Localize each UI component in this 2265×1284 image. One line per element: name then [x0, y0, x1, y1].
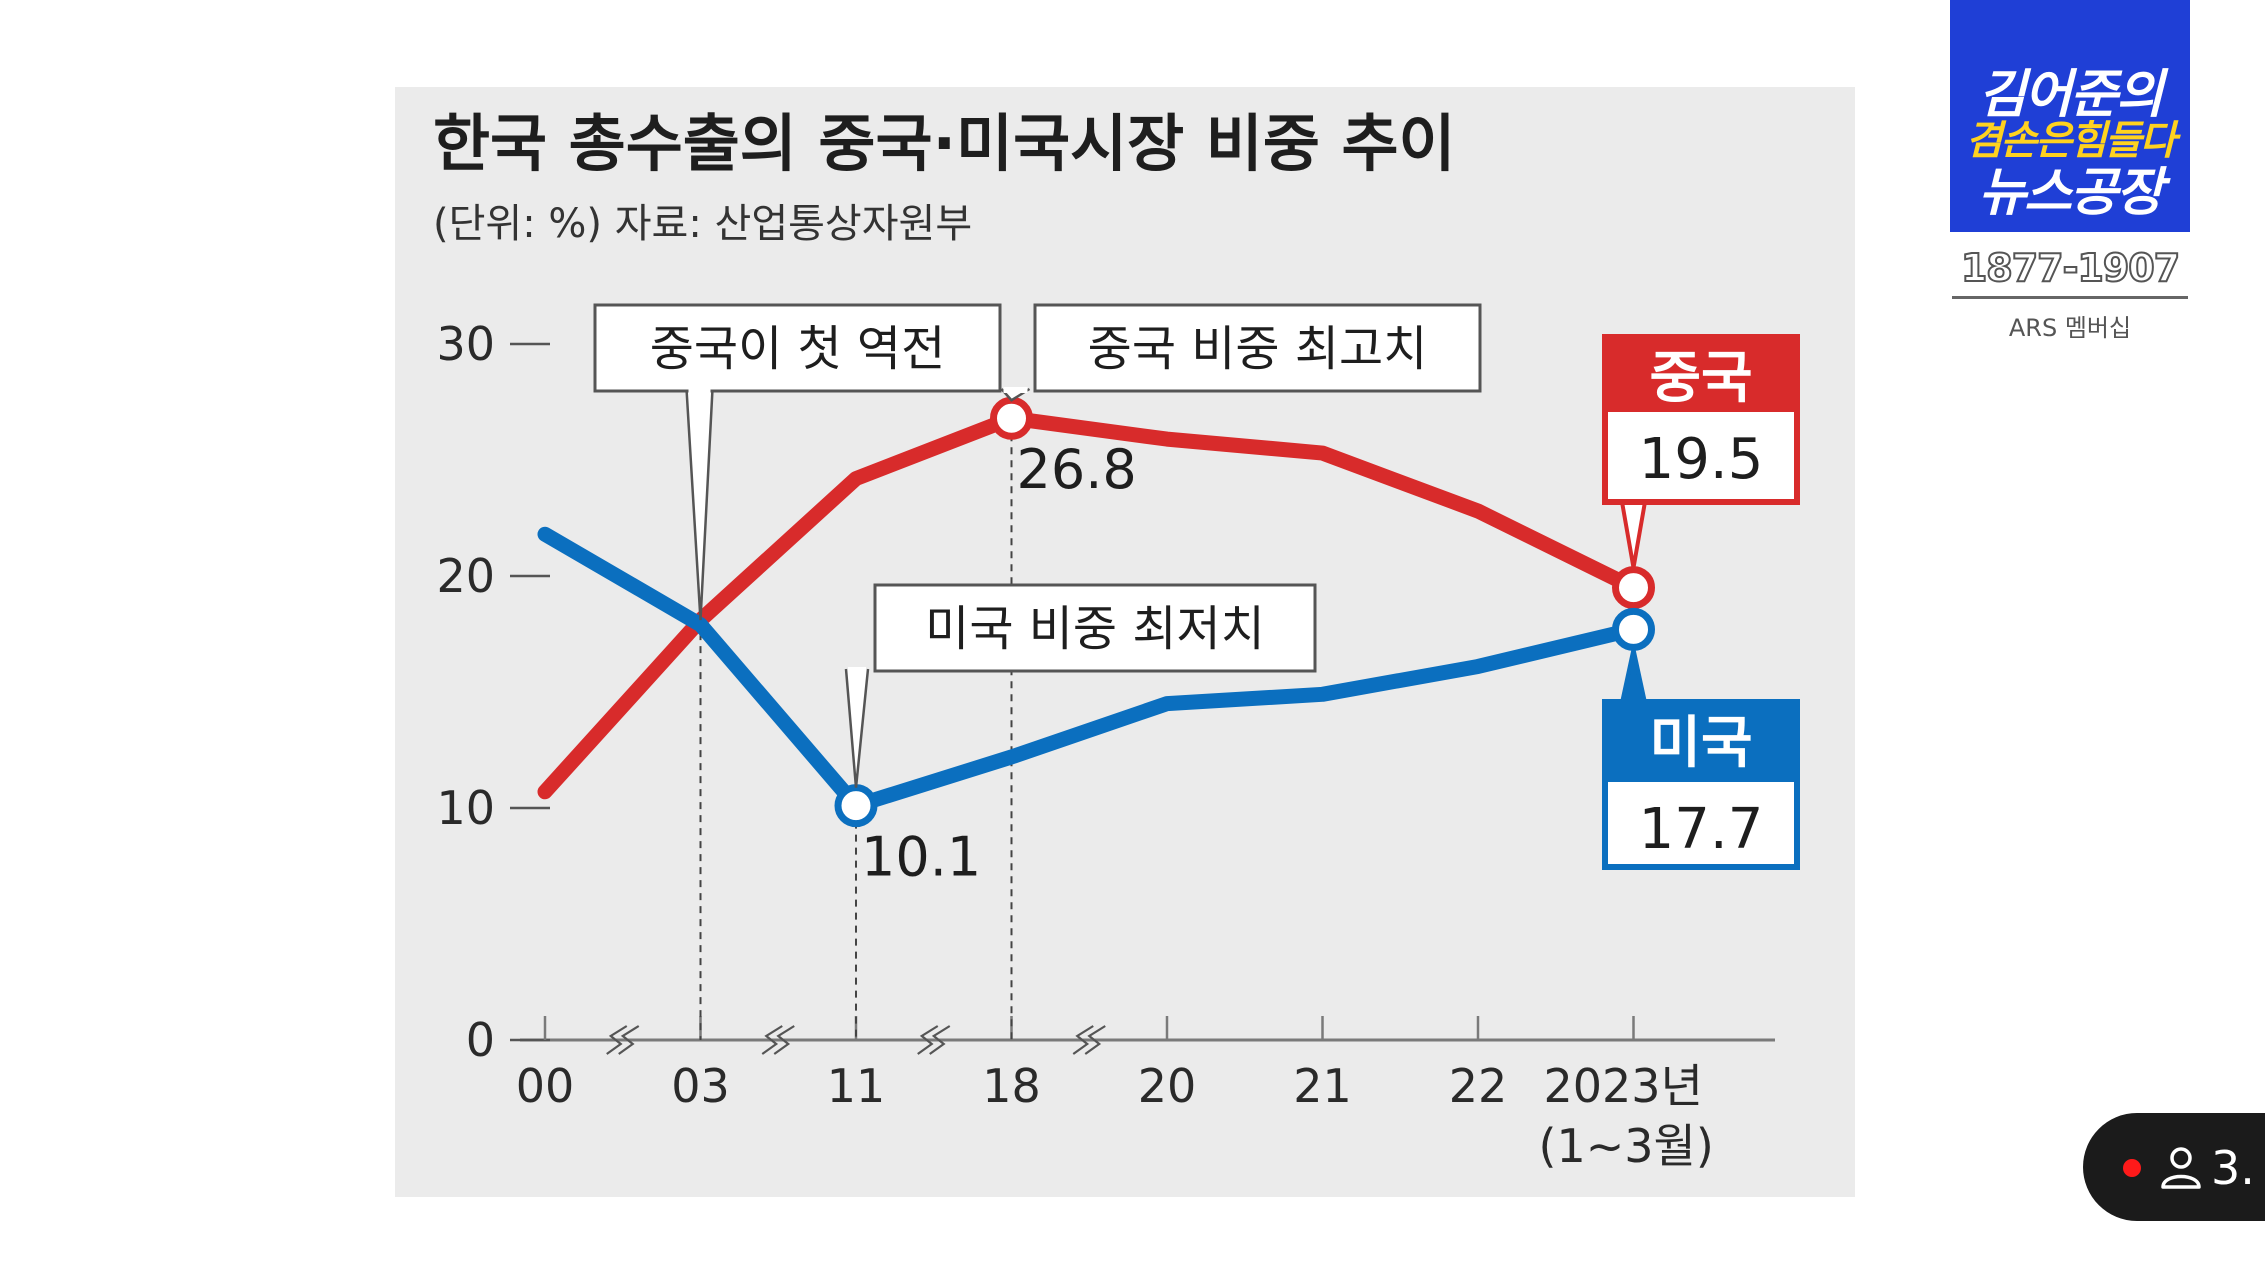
data-point-marker	[1612, 607, 1655, 651]
series-line-usa	[537, 526, 1641, 814]
x-tick-label: 18	[982, 1059, 1041, 1113]
callout-seam	[688, 387, 711, 393]
chart-title: 한국 총수출의 중국·미국시장 비중 추이	[433, 107, 1456, 180]
series-end-badge: 미국 17.7	[1602, 648, 1800, 870]
series-name-label: 미국	[1649, 711, 1752, 776]
axis-break-mark	[1072, 1025, 1094, 1055]
viewer-person-icon	[2161, 1147, 2201, 1189]
callout-text: 중국 비중 최고치	[1088, 321, 1428, 377]
x-tick-label: 00	[516, 1059, 575, 1113]
chart-subtitle: (단위: %) 자료: 산업통상자원부	[433, 201, 972, 247]
logo-line-2: 겸손은힘들다	[1965, 118, 2177, 164]
axis-break-mark	[761, 1025, 783, 1055]
data-label: 10.1	[861, 826, 981, 889]
line-chart: 한국 총수출의 중국·미국시장 비중 추이 (단위: %) 자료: 산업통상자원…	[433, 107, 1800, 1173]
y-tick-label: 10	[436, 781, 495, 835]
badge-pointer	[1619, 648, 1648, 706]
phone-divider	[1952, 296, 2188, 299]
series-name-label: 중국	[1649, 346, 1752, 411]
viewer-count: 3.	[2211, 1141, 2255, 1195]
badge-header	[1605, 702, 1797, 782]
callout: 중국이 첫 역전	[593, 303, 1002, 621]
x-tick-label: 03	[671, 1059, 730, 1113]
live-indicator-icon	[2123, 1159, 2141, 1177]
broadcaster-logo: 김어준의 겸손은힘들다 뉴스공장	[1950, 0, 2190, 232]
axis-break-mark	[618, 1025, 640, 1055]
callout-text: 미국 비중 최저치	[925, 601, 1265, 657]
chart-panel: 한국 총수출의 중국·미국시장 비중 추이 (단위: %) 자료: 산업통상자원…	[395, 87, 1855, 1197]
data-point-marker	[990, 396, 1033, 440]
callout-pointer	[844, 668, 870, 788]
x-tick-label: 2023년	[1544, 1059, 1703, 1113]
callout: 미국 비중 최저치	[844, 583, 1317, 788]
y-tick-label: 30	[436, 317, 495, 371]
x-tick-label: 20	[1138, 1059, 1197, 1113]
callout-seam	[1003, 387, 1028, 393]
live-viewer-pill[interactable]: 3.	[2083, 1113, 2265, 1221]
callout-box	[1033, 303, 1482, 393]
series-end-value: 17.7	[1639, 797, 1764, 862]
badge-pointer	[1619, 498, 1648, 568]
x-tick-label: 21	[1293, 1059, 1352, 1113]
data-label: 26.8	[1017, 438, 1137, 501]
callout-box	[593, 303, 1002, 393]
logo-line-1: 김어준의	[1978, 65, 2163, 125]
y-tick-label: 0	[466, 1013, 495, 1067]
data-point-marker	[1612, 566, 1655, 610]
axis-break-mark	[606, 1025, 628, 1055]
x-tick-label: 22	[1449, 1059, 1508, 1113]
callout-box	[873, 583, 1317, 673]
ars-phone-number: 1877-1907	[1960, 245, 2181, 291]
data-point-marker	[834, 784, 878, 828]
series-line-china	[537, 410, 1641, 800]
y-tick-label: 20	[436, 549, 495, 603]
callout-seam	[848, 667, 866, 673]
axis-break-mark	[773, 1025, 795, 1055]
axis-break-mark	[1084, 1025, 1106, 1055]
badge-header	[1605, 337, 1797, 412]
x-category-note: (1~3월)	[1539, 1119, 1714, 1173]
logo-line-3: 뉴스공장	[1978, 163, 2163, 223]
callout: 중국 비중 최고치	[1000, 303, 1482, 402]
axis-break-mark	[929, 1025, 951, 1055]
series-end-badge: 중국 19.5	[1602, 334, 1800, 568]
callout-text: 중국이 첫 역전	[650, 321, 945, 377]
x-tick-label: 11	[827, 1059, 886, 1113]
membership-label: ARS 멤버십	[2008, 314, 2132, 342]
series-end-value: 19.5	[1639, 427, 1764, 492]
callout-pointer	[685, 388, 714, 621]
axis-break-mark	[917, 1025, 939, 1055]
